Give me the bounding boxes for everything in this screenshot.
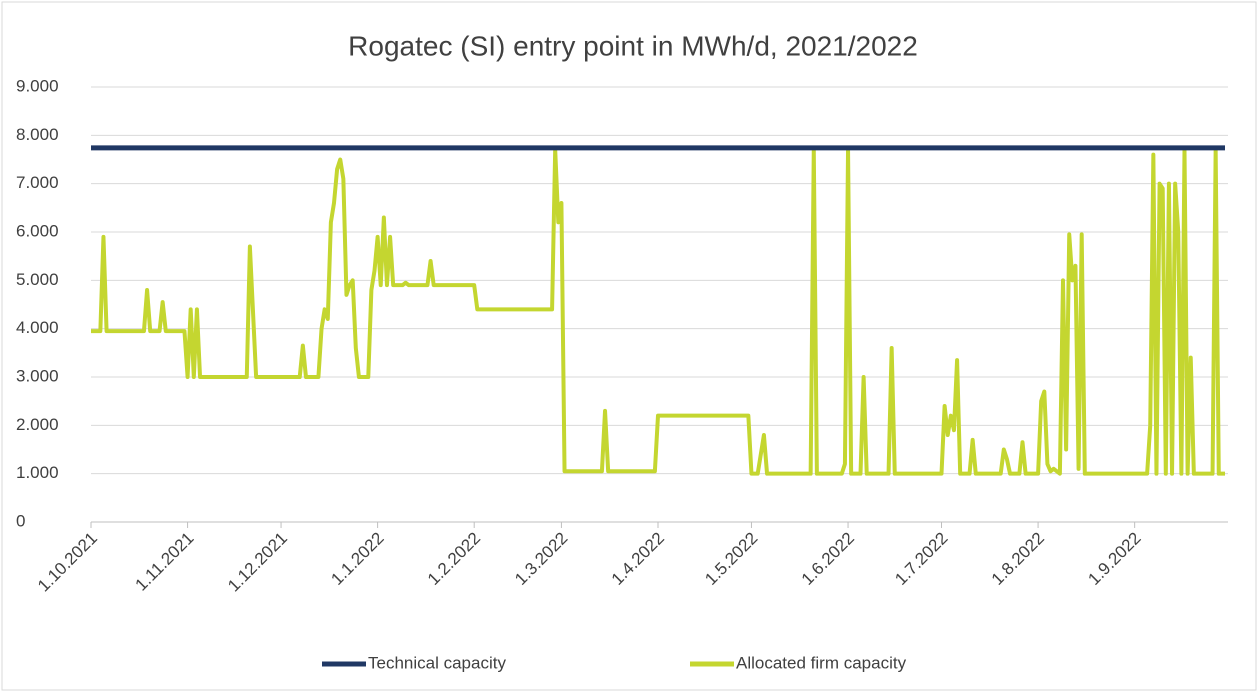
y-tick-label: 9.000 <box>16 76 59 95</box>
chart-title: Rogatec (SI) entry point in MWh/d, 2021/… <box>348 30 918 61</box>
y-tick-label: 2.000 <box>16 415 59 434</box>
y-tick-label: 6.000 <box>16 221 59 240</box>
legend-label: Technical capacity <box>368 653 506 672</box>
y-tick-label: 0 <box>16 511 25 530</box>
y-tick-label: 3.000 <box>16 366 59 385</box>
legend-label: Allocated firm capacity <box>736 653 907 672</box>
data-line <box>91 147 1225 476</box>
y-tick-label: 1.000 <box>16 463 59 482</box>
y-tick-label: 5.000 <box>16 270 59 289</box>
y-tick-label: 7.000 <box>16 173 59 192</box>
y-tick-label: 4.000 <box>16 318 59 337</box>
y-tick-label: 8.000 <box>16 125 59 144</box>
